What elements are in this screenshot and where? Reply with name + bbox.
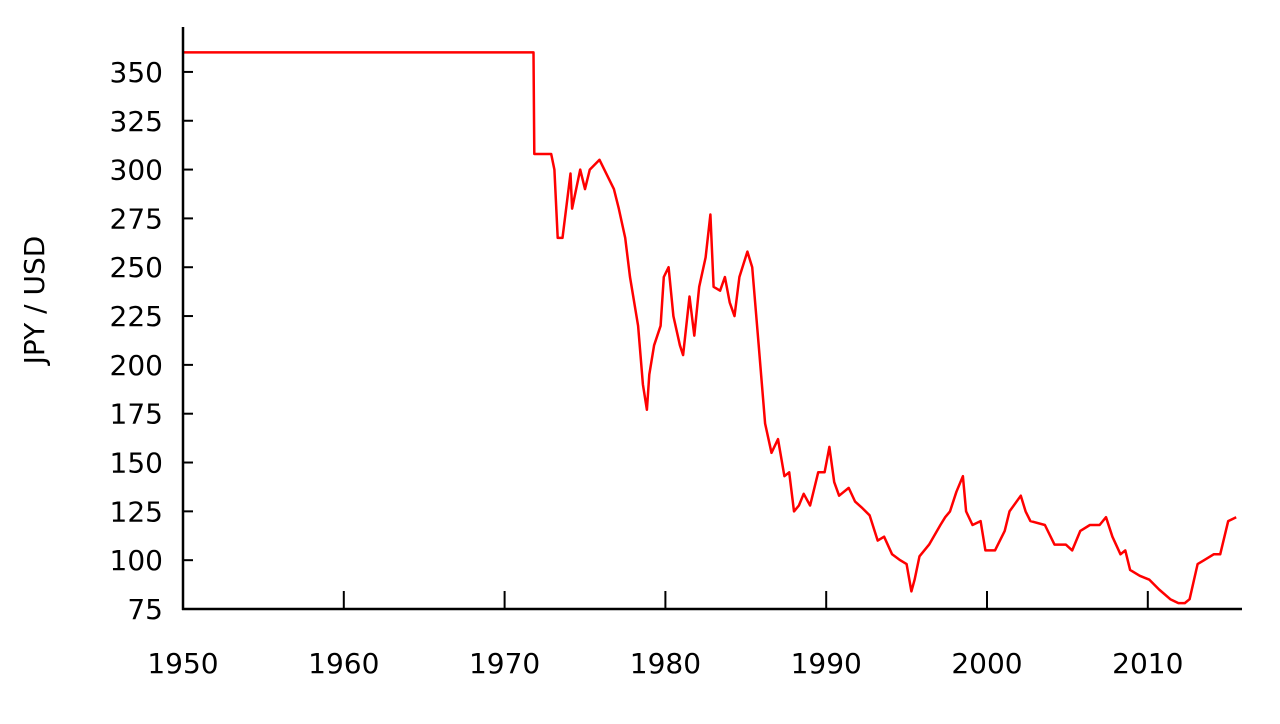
x-tick-label: 1960 [308, 647, 379, 680]
x-tick-label: 1980 [630, 647, 701, 680]
y-tick-label: 225 [110, 300, 163, 333]
y-tick-label: 325 [110, 105, 163, 138]
y-tick-label: 175 [110, 398, 163, 431]
x-ticks: 1950 1960 1970 1980 1990 2000 2010 [147, 591, 1183, 680]
y-tick-label: 150 [110, 447, 163, 480]
x-tick-label: 2010 [1112, 647, 1183, 680]
x-tick-label: 1950 [147, 647, 218, 680]
y-tick-label: 100 [110, 544, 163, 577]
y-tick-label: 275 [110, 202, 163, 235]
x-tick-label: 2000 [951, 647, 1022, 680]
y-axis-label: JPY / USD [18, 236, 51, 367]
series-layer [183, 51, 1237, 605]
y-tick-label: 300 [110, 154, 163, 187]
y-tick-label: 75 [127, 593, 163, 626]
x-tick-label: 1970 [469, 647, 540, 680]
y-ticks: 75 100 125 150 175 200 225 250 275 300 325 350 [110, 56, 193, 626]
y-tick-label: 200 [110, 349, 163, 382]
series-line [183, 51, 1237, 605]
y-tick-label: 250 [110, 251, 163, 284]
y-tick-label: 125 [110, 495, 163, 528]
x-tick-label: 1990 [791, 647, 862, 680]
y-tick-label: 350 [110, 56, 163, 89]
